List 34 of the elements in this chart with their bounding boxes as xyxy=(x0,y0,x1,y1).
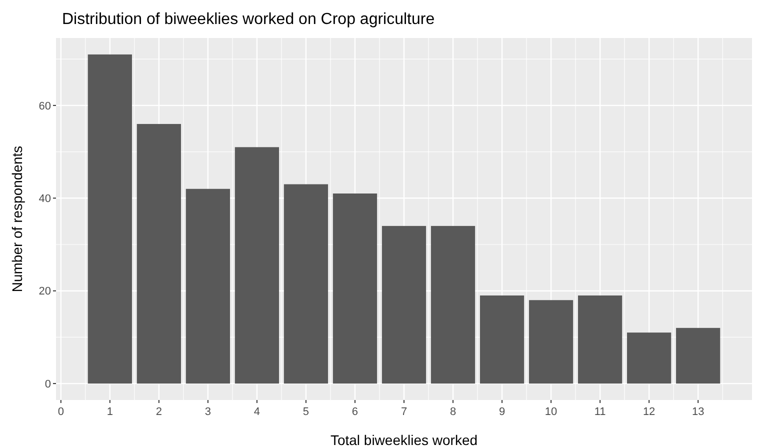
x-tick-label: 4 xyxy=(254,406,260,418)
bar xyxy=(430,226,476,384)
bar xyxy=(578,295,622,384)
x-tick-label: 7 xyxy=(400,406,408,418)
bar xyxy=(88,54,132,384)
y-tick-label: 40 xyxy=(38,192,51,205)
y-tick-label: 0 xyxy=(44,378,51,390)
bar xyxy=(284,184,328,384)
x-tick-label: 0 xyxy=(58,406,64,418)
bar xyxy=(332,194,378,384)
bar xyxy=(528,300,574,384)
bar xyxy=(234,147,280,384)
x-tick-label: 13 xyxy=(692,406,704,418)
bar xyxy=(676,328,720,384)
bar xyxy=(136,124,181,384)
x-tick-label: 12 xyxy=(642,406,656,418)
bar xyxy=(480,295,524,384)
x-tick-label: 2 xyxy=(156,406,162,418)
x-tick-label: 5 xyxy=(302,406,310,418)
y-axis-title: Number of respondents xyxy=(9,146,25,292)
x-tick-label: 1 xyxy=(106,406,113,418)
x-tick-label: 8 xyxy=(450,406,456,418)
x-tick-label: 9 xyxy=(498,406,506,418)
y-tick-label: 20 xyxy=(38,286,51,298)
chart-title: Distribution of biweeklies worked on Crop agriculture xyxy=(62,11,435,28)
x-tick-label: 3 xyxy=(204,406,212,418)
bar xyxy=(627,332,672,384)
bar xyxy=(186,188,230,384)
x-tick-label: 6 xyxy=(352,406,358,418)
x-axis-title: Total biweeklies worked xyxy=(330,432,478,448)
bar xyxy=(382,226,426,384)
y-tick-label: 60 xyxy=(38,100,51,112)
x-tick-label: 10 xyxy=(544,406,558,418)
x-tick-label: 11 xyxy=(594,406,606,418)
